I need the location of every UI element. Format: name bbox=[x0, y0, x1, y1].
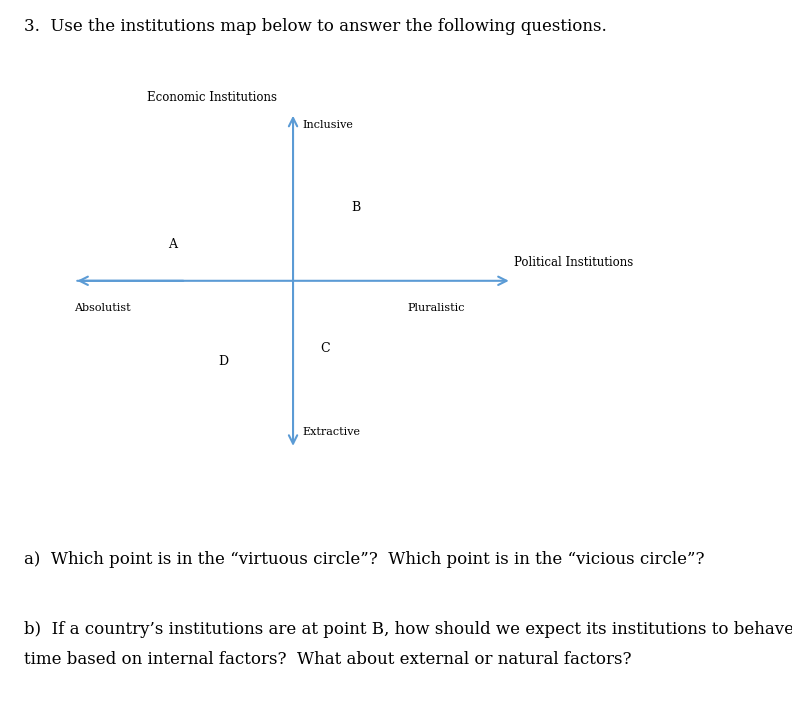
Text: D: D bbox=[219, 355, 228, 368]
Text: Extractive: Extractive bbox=[303, 427, 360, 437]
Text: Inclusive: Inclusive bbox=[303, 120, 353, 130]
Text: Absolutist: Absolutist bbox=[74, 303, 131, 312]
Text: Political Institutions: Political Institutions bbox=[514, 256, 634, 269]
Text: Economic Institutions: Economic Institutions bbox=[147, 91, 277, 104]
Text: A: A bbox=[168, 238, 177, 251]
Text: b)  If a country’s institutions are at point B, how should we expect its institu: b) If a country’s institutions are at po… bbox=[24, 621, 792, 638]
Text: 3.  Use the institutions map below to answer the following questions.: 3. Use the institutions map below to ans… bbox=[24, 18, 607, 34]
Text: B: B bbox=[352, 201, 361, 214]
Text: Pluralistic: Pluralistic bbox=[407, 303, 465, 312]
Text: C: C bbox=[320, 343, 329, 355]
Text: a)  Which point is in the “virtuous circle”?  Which point is in the “vicious cir: a) Which point is in the “virtuous circl… bbox=[24, 551, 704, 568]
Text: time based on internal factors?  What about external or natural factors?: time based on internal factors? What abo… bbox=[24, 651, 631, 668]
